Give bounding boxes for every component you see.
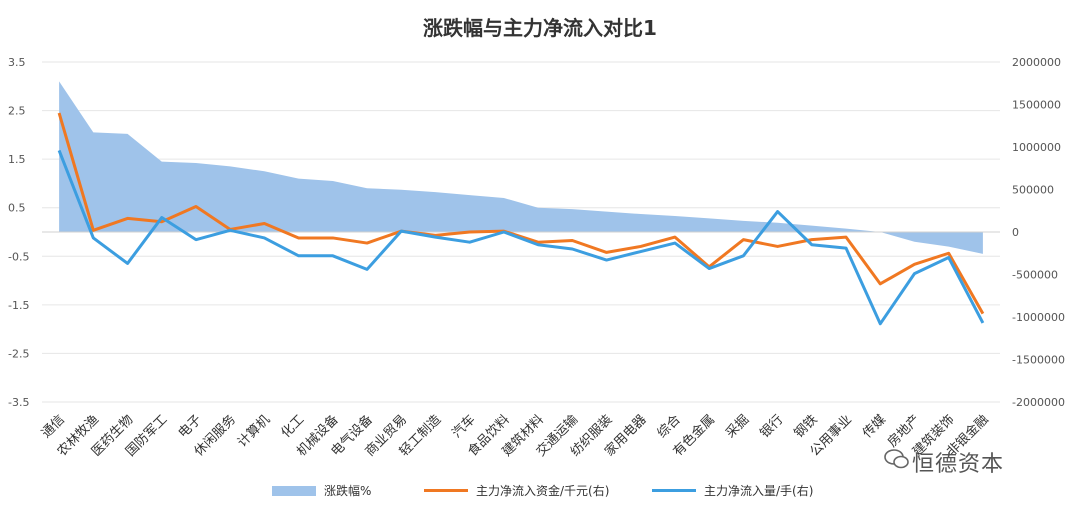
series-line-fund: [57, 112, 985, 315]
chart-title: 涨跌幅与主力净流入对比1: [423, 16, 657, 40]
right-axis-tick-label: -500000: [1012, 269, 1058, 282]
x-axis-category-label: 电子: [176, 412, 205, 441]
wechat-icon: [884, 449, 909, 469]
right-axis-tick-label: -1500000: [1012, 354, 1065, 367]
x-axis-category-label: 汽车: [449, 412, 479, 442]
legend-label-change: 涨跌幅%: [324, 484, 372, 498]
right-axis-tick-label: -1000000: [1012, 311, 1065, 324]
series-area-change: [59, 81, 983, 254]
left-axis-tick-label: 3.5: [8, 56, 26, 69]
left-axis-tick-label: -2.5: [8, 347, 29, 360]
right-axis-tick-label: 0: [1012, 226, 1019, 239]
right-axis-tick-label: 2000000: [1012, 56, 1061, 69]
left-axis-tick-label: 0.5: [8, 202, 26, 215]
series-line-volume: [57, 149, 985, 326]
x-axis-category-label: 传媒: [860, 412, 889, 441]
left-axis-tick-label: -0.5: [8, 250, 29, 263]
watermark-text: 恒德资本: [912, 452, 1005, 477]
legend-swatch-fund: [424, 489, 468, 492]
x-axis-category-label: 通信: [39, 412, 68, 441]
legend-item-fund: 主力净流入资金/千元(右): [424, 482, 609, 499]
x-axis-category-label: 综合: [655, 412, 684, 441]
x-axis-category-label: 计算机: [235, 412, 273, 450]
legend-item-volume: 主力净流入量/手(右): [652, 482, 813, 499]
legend-label-volume: 主力净流入量/手(右): [704, 484, 814, 498]
right-axis-tick-label: 1500000: [1012, 99, 1061, 112]
left-axis-tick-label: -3.5: [8, 396, 29, 409]
x-axis-category-label: 钢铁: [792, 412, 821, 441]
legend-item-change: 涨跌幅%: [272, 482, 371, 499]
legend-label-fund: 主力净流入资金/千元(右): [476, 484, 610, 498]
left-axis-tick-label: 1.5: [8, 153, 26, 166]
left-axis-tick-label: 2.5: [8, 105, 26, 118]
x-axis-category-label: 银行: [757, 412, 786, 441]
right-axis-tick-label: 500000: [1012, 184, 1054, 197]
legend-swatch-area: [272, 485, 316, 496]
right-axis-tick-label: 1000000: [1012, 141, 1061, 154]
right-axis-tick-label: -2000000: [1012, 396, 1065, 409]
legend-swatch-volume: [652, 489, 696, 492]
x-axis-category-label: 化工: [278, 412, 307, 441]
x-axis-category-label: 采掘: [723, 412, 752, 441]
legend: 涨跌幅% 主力净流入资金/千元(右) 主力净流入量/手(右): [0, 482, 1080, 504]
left-axis-tick-label: -1.5: [8, 299, 29, 312]
